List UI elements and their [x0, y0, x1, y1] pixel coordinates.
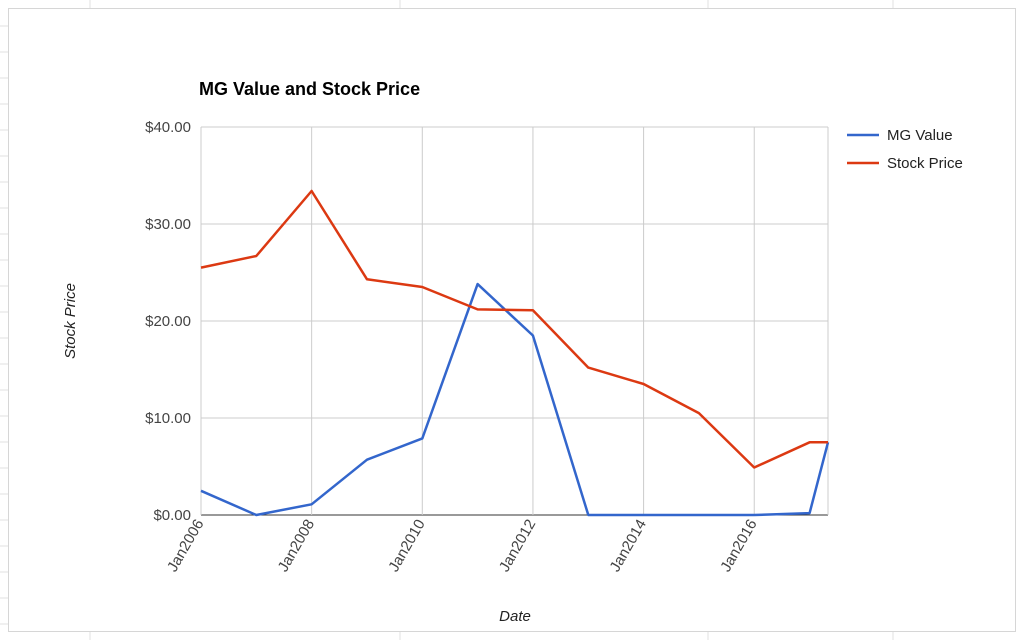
y-axis-ticks: $0.00 $10.00 $20.00 $30.00 $40.00: [145, 119, 191, 524]
series-line-stock-price[interactable]: [200, 189, 828, 469]
series-lines: [200, 189, 830, 517]
line-chart: MG Value and Stock Price $0.00 $10.00 $20.…: [62, 79, 963, 625]
series-line-mg-value[interactable]: [200, 282, 830, 517]
x-axis-ticks: Jan2006 Jan2008 Jan2010 Jan2012 Jan2014 Jan20…: [164, 517, 761, 575]
chart-container[interactable]: MG Value and Stock Price $0.00 $10.00 $20.…: [8, 8, 1016, 632]
x-tick-label: Jan2016: [717, 517, 761, 575]
y-axis-title: Stock Price: [62, 283, 79, 359]
legend[interactable]: MG Value Stock Price: [847, 127, 963, 172]
y-tick-label: $40.00: [145, 119, 191, 136]
legend-label-stock-price: Stock Price: [887, 155, 963, 172]
legend-label-mg-value: MG Value: [887, 127, 953, 144]
x-tick-label: Jan2006: [164, 517, 208, 575]
y-tick-label: $0.00: [153, 507, 191, 524]
x-tick-label: Jan2012: [496, 517, 540, 575]
chart-title: MG Value and Stock Price: [199, 79, 420, 99]
x-tick-label: Jan2010: [385, 517, 429, 575]
y-tick-label: $10.00: [145, 410, 191, 427]
x-tick-label: Jan2014: [607, 517, 651, 575]
x-axis-title: Date: [499, 608, 531, 625]
gridlines: [200, 126, 829, 516]
y-tick-label: $20.00: [145, 313, 191, 330]
x-tick-label: Jan2008: [275, 517, 319, 575]
y-tick-label: $30.00: [145, 216, 191, 233]
